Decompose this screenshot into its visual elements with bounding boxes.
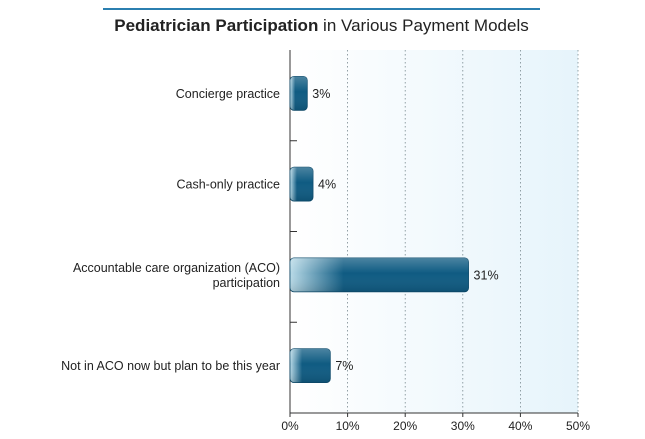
value-label: 31%: [474, 268, 499, 282]
category-label: Cash-only practice: [176, 178, 280, 192]
value-label: 3%: [312, 87, 330, 101]
category-label: Not in ACO now but plan to be this year: [61, 359, 280, 373]
title-rule: [103, 8, 540, 10]
category-label: Accountable care organization (ACO): [73, 261, 280, 275]
bar-shade: [290, 257, 469, 292]
plot-background: [290, 50, 578, 413]
bar-shade: [290, 76, 308, 111]
chart-title-bold: Pediatrician Participation: [114, 16, 319, 35]
bar-shade: [290, 348, 331, 383]
chart-title: Pediatrician Participation in Various Pa…: [103, 16, 540, 36]
x-tick-label: 50%: [566, 419, 590, 433]
chart-title-rest: in Various Payment Models: [318, 16, 529, 35]
x-tick-label: 10%: [336, 419, 360, 433]
x-tick-label: 30%: [451, 419, 475, 433]
value-label: 4%: [318, 178, 336, 192]
title-block: Pediatrician Participation in Various Pa…: [103, 8, 540, 38]
x-tick-label: 20%: [393, 419, 417, 433]
bar-shade: [290, 167, 314, 202]
category-label: Concierge practice: [176, 87, 280, 101]
x-tick-label: 40%: [508, 419, 532, 433]
x-tick-label: 0%: [281, 419, 299, 433]
value-label: 7%: [335, 359, 353, 373]
category-label: participation: [213, 276, 280, 290]
